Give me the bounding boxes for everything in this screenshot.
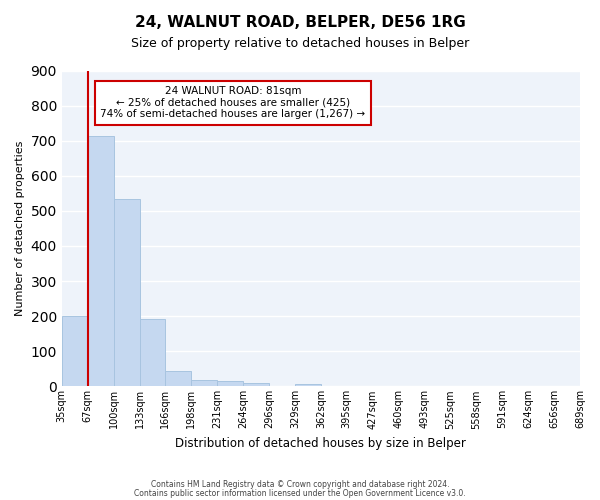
Bar	[62, 316, 88, 386]
Bar	[217, 382, 243, 386]
Text: Contains HM Land Registry data © Crown copyright and database right 2024.: Contains HM Land Registry data © Crown c…	[151, 480, 449, 489]
Text: 24 WALNUT ROAD: 81sqm
← 25% of detached houses are smaller (425)
74% of semi-det: 24 WALNUT ROAD: 81sqm ← 25% of detached …	[100, 86, 365, 120]
Text: Contains public sector information licensed under the Open Government Licence v3: Contains public sector information licen…	[134, 490, 466, 498]
Y-axis label: Number of detached properties: Number of detached properties	[15, 141, 25, 316]
Bar	[243, 383, 269, 386]
Bar	[191, 380, 217, 386]
Bar	[166, 371, 191, 386]
Bar	[113, 198, 140, 386]
Bar	[140, 318, 166, 386]
Bar	[88, 136, 113, 386]
Bar	[295, 384, 321, 386]
Text: 24, WALNUT ROAD, BELPER, DE56 1RG: 24, WALNUT ROAD, BELPER, DE56 1RG	[134, 15, 466, 30]
Text: Size of property relative to detached houses in Belper: Size of property relative to detached ho…	[131, 38, 469, 51]
X-axis label: Distribution of detached houses by size in Belper: Distribution of detached houses by size …	[175, 437, 466, 450]
